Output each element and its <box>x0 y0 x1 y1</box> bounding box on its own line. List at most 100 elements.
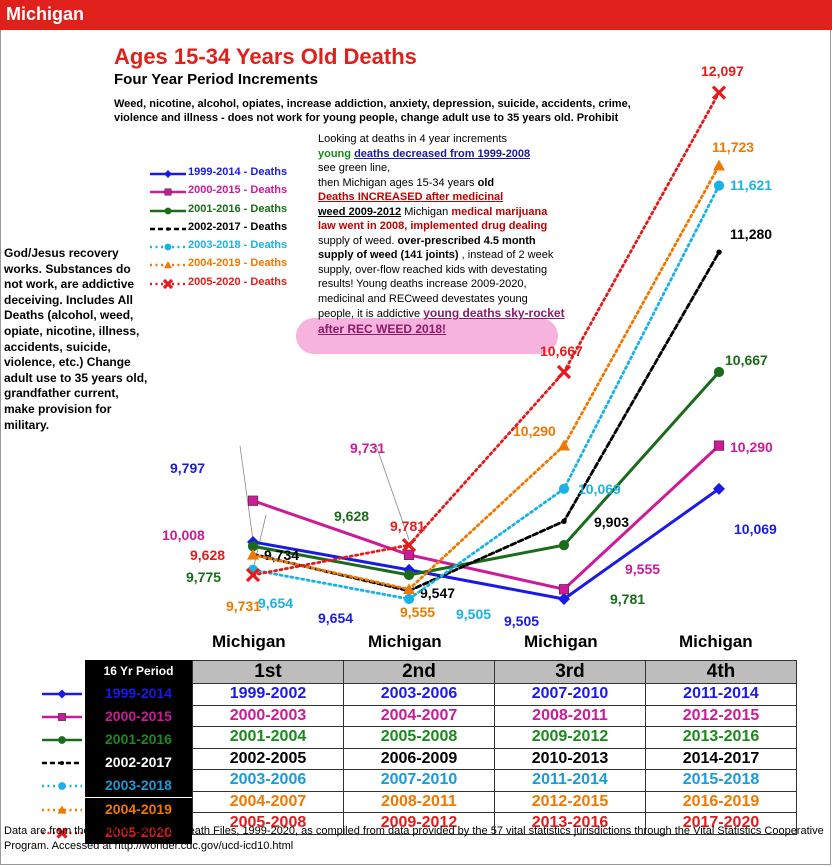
series-7: 9,628 9,781 10,667 12,097 <box>190 63 744 583</box>
period-cell: 2002-2005 <box>192 747 344 770</box>
period-column-header: 4th <box>645 660 797 684</box>
data-point <box>247 495 259 506</box>
period-cell: 2000-2003 <box>192 704 344 727</box>
legend-swatch <box>150 207 186 214</box>
highlight-blob <box>296 318 558 354</box>
period-column-header: 1st <box>192 660 344 684</box>
legend-swatch <box>150 243 186 251</box>
period-cell: 2001-2004 <box>192 726 344 749</box>
period-cell: 2015-2018 <box>645 769 797 792</box>
period-cell: 2008-2011 <box>343 790 495 813</box>
period-row-label: 1999-2014 <box>85 682 192 706</box>
period-cell: 2007-2010 <box>343 769 495 792</box>
annotation-line: Looking at deaths in 4 year increments <box>318 133 507 145</box>
period-cell: 2013-2016 <box>645 726 797 749</box>
warning-text: Weed, nicotine, alcohol, opiates, increa… <box>114 98 631 124</box>
row-legend-swatch <box>42 761 82 766</box>
period-cell: 2012-2015 <box>645 704 797 727</box>
data-label: 10,290 <box>730 439 773 455</box>
period-cell: 2008-2011 <box>494 704 646 727</box>
period-cell: 2004-2007 <box>192 790 344 813</box>
chart-subtitle: Four Year Period Increments <box>114 71 318 88</box>
data-label: 10,667 <box>725 352 768 368</box>
data-point <box>713 440 725 451</box>
data-label: 9,654 <box>258 595 293 611</box>
period-cell: 2010-2013 <box>494 747 646 770</box>
annotation-increased: Deaths INCREASED after medicinal <box>318 191 504 203</box>
period-row-label: 2002-2017 <box>85 751 192 775</box>
annotation-dealing: drug dealing <box>481 220 548 232</box>
table-row: 2003-2006 2007-2010 2011-2014 2015-2018 <box>192 769 797 792</box>
series-1: 9,797 9,654 9,505 10,069 <box>170 460 777 629</box>
row-legend-swatch <box>42 689 82 699</box>
table-row: 1999-2002 2003-2006 2007-2010 2011-2014 <box>192 683 797 706</box>
data-point <box>558 539 570 551</box>
period-row-label: 2005-2020 <box>85 820 192 844</box>
annotation-line: Michigan <box>404 205 449 218</box>
data-point <box>558 584 570 595</box>
annotation-weed-years: weed 2009-2012 <box>318 205 402 218</box>
annotation-line: , instead of 2 week supply, over-flow re… <box>318 249 554 320</box>
annotation-law: marijuana law went in 2008, implemented <box>318 205 548 233</box>
legend-label: 2000-2015 - Deaths <box>188 184 288 197</box>
data-label: 9,555 <box>625 561 660 577</box>
period-cell: 2006-2009 <box>343 747 495 770</box>
data-point <box>713 366 725 378</box>
period-cell: 2012-2015 <box>494 790 646 813</box>
data-label: 10,290 <box>513 423 556 439</box>
series-4: 9,734 9,547 9,903 11,280 <box>250 226 772 601</box>
row-legend-swatch <box>42 782 82 791</box>
state-header: Michigan <box>0 0 832 30</box>
series-5: 9,654 9,505 10,069 11,621 <box>247 177 772 622</box>
period-header-label: 16 Yr Period <box>85 660 192 682</box>
series-line <box>251 487 721 601</box>
period-cell: 2011-2014 <box>494 769 646 792</box>
data-label: 12,097 <box>701 63 744 79</box>
legend-label: 2001-2016 - Deaths <box>188 202 288 215</box>
period-cell: 2003-2006 <box>343 683 495 706</box>
data-point <box>247 548 259 560</box>
data-label: 9,654 <box>318 610 353 626</box>
data-point <box>245 567 261 583</box>
annotation-overprescribed: over-prescribed 4.5 month supply of weed… <box>318 234 536 262</box>
period-row-label: 2003-2018 <box>85 774 192 798</box>
period-column-header: 2nd <box>343 660 495 684</box>
legend-label: 2005-2020 - Deaths <box>188 275 288 288</box>
data-label: 9,628 <box>334 508 369 524</box>
period-column-header: 3rd <box>494 660 646 684</box>
callout-connector <box>239 445 254 541</box>
legend-swatch <box>150 170 186 178</box>
data-label: 9,505 <box>456 606 491 622</box>
table-row: 2002-2005 2006-2009 2010-2013 2014-2017 <box>192 747 797 770</box>
period-cell: 2017-2020 <box>645 812 797 835</box>
data-point <box>403 583 415 595</box>
period-cell: 2011-2014 <box>645 683 797 706</box>
annotation-decreased: deaths decreased from 1999-2008 <box>354 147 531 160</box>
data-label: 9,903 <box>594 514 629 530</box>
series-line <box>251 184 721 601</box>
data-label: 11,723 <box>712 139 754 155</box>
period-cell: 2003-2006 <box>192 769 344 792</box>
data-label: 9,731 <box>350 440 385 456</box>
period-cell: 2014-2017 <box>645 747 797 770</box>
period-cell: 2009-2012 <box>494 726 646 749</box>
period-cell: 2004-2007 <box>343 704 495 727</box>
data-label: 9,628 <box>190 547 225 563</box>
annotation-young: young <box>318 147 351 160</box>
series-line <box>251 91 721 577</box>
data-point <box>558 593 570 606</box>
data-point <box>403 569 415 581</box>
annotation-old: old <box>477 176 495 189</box>
data-label: 9,781 <box>390 518 425 534</box>
legend-swatch <box>150 227 186 231</box>
annotation-line: see green line, <box>318 162 391 174</box>
series-2: 10,008 9,731 9,555 10,290 <box>162 439 773 595</box>
row-legend-swatch <box>42 826 82 839</box>
legend-swatch <box>150 188 186 196</box>
table-row: 2005-2008 2009-2012 2013-2016 2017-2020 <box>192 812 797 835</box>
data-label: 9,797 <box>170 460 205 476</box>
data-point <box>713 159 725 171</box>
series-line <box>251 164 721 591</box>
series-6: 9,731 9,555 10,290 11,723 <box>226 139 754 620</box>
